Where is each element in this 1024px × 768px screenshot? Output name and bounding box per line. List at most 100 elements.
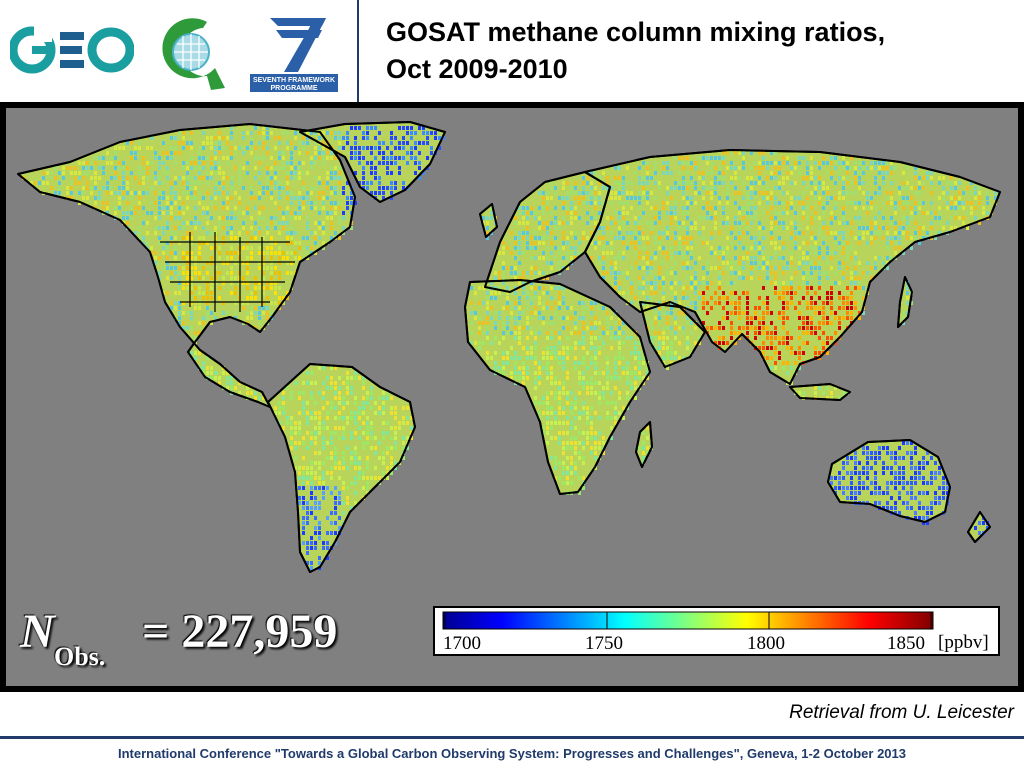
methane-pixel (514, 286, 517, 290)
methane-pixel (842, 216, 845, 220)
methane-pixel (654, 161, 657, 165)
methane-pixel (738, 311, 741, 315)
methane-pixel (850, 166, 853, 170)
methane-pixel (614, 421, 617, 425)
methane-pixel (174, 266, 177, 270)
methane-pixel (314, 146, 317, 150)
methane-pixel (550, 336, 553, 340)
methane-pixel (514, 361, 517, 365)
methane-pixel (570, 201, 573, 205)
methane-pixel (170, 271, 173, 275)
methane-pixel (730, 261, 733, 265)
methane-pixel (346, 401, 349, 405)
methane-pixel (878, 231, 881, 235)
methane-pixel (614, 386, 617, 390)
methane-pixel (174, 291, 177, 295)
methane-pixel (698, 296, 701, 300)
methane-pixel (490, 306, 493, 310)
methane-pixel (126, 181, 129, 185)
methane-pixel (106, 206, 109, 210)
methane-pixel (706, 241, 709, 245)
methane-pixel (722, 181, 725, 185)
methane-pixel (710, 251, 713, 255)
methane-pixel (302, 406, 305, 410)
methane-pixel (374, 136, 377, 140)
methane-pixel (782, 241, 785, 245)
methane-pixel (766, 336, 769, 340)
methane-pixel (658, 306, 661, 310)
methane-pixel (838, 161, 841, 165)
methane-pixel (522, 231, 525, 235)
methane-pixel (798, 266, 801, 270)
methane-pixel (302, 481, 305, 485)
methane-pixel (362, 166, 365, 170)
methane-pixel (338, 136, 341, 140)
methane-pixel (570, 251, 573, 255)
methane-pixel (870, 481, 873, 485)
methane-pixel (902, 216, 905, 220)
methane-pixel (262, 286, 265, 290)
methane-pixel (602, 441, 605, 445)
methane-pixel (538, 326, 541, 330)
methane-pixel (274, 146, 277, 150)
methane-pixel (354, 126, 357, 130)
methane-pixel (390, 161, 393, 165)
methane-pixel (194, 196, 197, 200)
methane-pixel (298, 411, 301, 415)
methane-pixel (662, 246, 665, 250)
methane-pixel (590, 336, 593, 340)
methane-pixel (546, 291, 549, 295)
methane-pixel (354, 171, 357, 175)
methane-pixel (654, 251, 657, 255)
methane-pixel (938, 496, 941, 500)
methane-pixel (618, 351, 621, 355)
methane-pixel (546, 396, 549, 400)
methane-pixel (658, 336, 661, 340)
methane-pixel (526, 206, 529, 210)
methane-pixel (302, 541, 305, 545)
methane-pixel (602, 386, 605, 390)
methane-pixel (374, 166, 377, 170)
methane-pixel (386, 146, 389, 150)
methane-pixel (850, 191, 853, 195)
methane-pixel (562, 301, 565, 305)
methane-pixel (610, 391, 613, 395)
methane-pixel (342, 466, 345, 470)
methane-pixel (194, 301, 197, 305)
methane-pixel (522, 371, 525, 375)
methane-pixel (898, 191, 901, 195)
methane-pixel (230, 186, 233, 190)
methane-pixel (718, 171, 721, 175)
methane-pixel (890, 196, 893, 200)
methane-pixel (286, 211, 289, 215)
methane-pixel (786, 161, 789, 165)
methane-pixel (194, 296, 197, 300)
methane-pixel (594, 366, 597, 370)
methane-pixel (906, 221, 909, 225)
methane-pixel (670, 331, 673, 335)
methane-pixel (34, 181, 37, 185)
methane-pixel (550, 296, 553, 300)
methane-pixel (686, 231, 689, 235)
methane-pixel (298, 421, 301, 425)
methane-pixel (830, 286, 833, 290)
methane-pixel (674, 326, 677, 330)
methane-pixel (314, 236, 317, 240)
methane-pixel (294, 251, 297, 255)
methane-pixel (174, 306, 177, 310)
methane-pixel (670, 236, 673, 240)
methane-pixel (614, 196, 617, 200)
methane-pixel (310, 481, 313, 485)
methane-pixel (354, 141, 357, 145)
methane-pixel (326, 376, 329, 380)
methane-pixel (442, 136, 445, 140)
methane-pixel (514, 256, 517, 260)
methane-pixel (194, 271, 197, 275)
methane-pixel (254, 311, 257, 315)
methane-pixel (778, 311, 781, 315)
methane-pixel (190, 256, 193, 260)
methane-pixel (706, 211, 709, 215)
methane-pixel (858, 481, 861, 485)
methane-pixel (186, 266, 189, 270)
methane-pixel (898, 476, 901, 480)
